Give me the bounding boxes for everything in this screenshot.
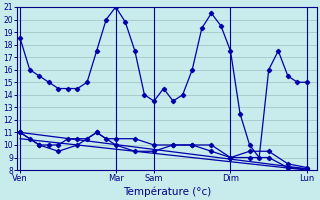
X-axis label: Température (°c): Température (°c): [123, 186, 211, 197]
